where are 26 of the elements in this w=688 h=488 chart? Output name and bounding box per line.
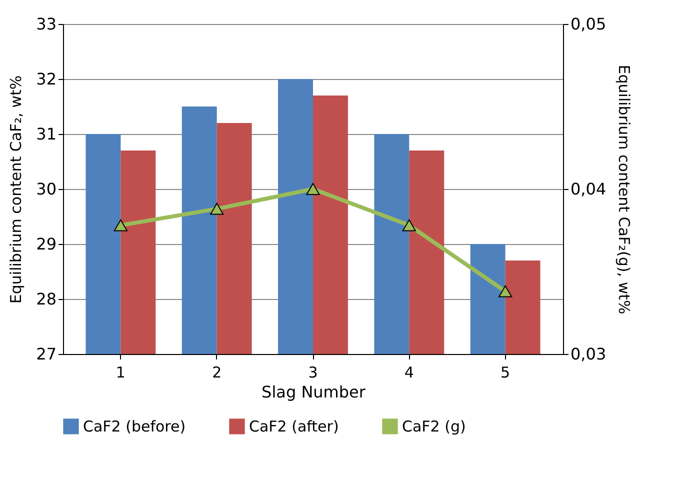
y2-tick-label: 0,05 <box>570 14 606 34</box>
y-tick-label: 32 <box>36 70 56 88</box>
y-tick-label: 30 <box>36 180 56 198</box>
y-tick-label: 29 <box>36 234 56 254</box>
y2-axis-title: Equilibrium content CaF₂(g), wt% <box>615 64 634 314</box>
x-tick-label: 4 <box>404 364 414 382</box>
point <box>114 219 128 232</box>
legend-label: CaF2 (before) <box>83 417 186 436</box>
y-tick-label: 33 <box>36 14 56 34</box>
y-tick-label: 28 <box>36 290 56 308</box>
point <box>498 285 512 298</box>
y2-tick-label: 0,04 <box>570 180 606 198</box>
point <box>306 183 320 195</box>
x-tick-label: 2 <box>212 364 222 382</box>
point <box>402 219 416 232</box>
legend-label: CaF2 (g) <box>402 417 466 436</box>
y-axis-title: Equilibrium content CaF₂, wt% <box>7 75 26 304</box>
legend-label: CaF2 (after) <box>249 417 339 436</box>
y-tick-label: 27 <box>36 344 56 364</box>
x-tick-label: 3 <box>308 364 318 382</box>
point <box>210 202 224 215</box>
x-tick-label: 1 <box>116 364 126 382</box>
x-axis-title: Slag Number <box>262 382 366 402</box>
x-tick-label: 5 <box>500 364 510 382</box>
y-tick-label: 31 <box>36 124 56 144</box>
y2-tick-label: 0,03 <box>570 344 606 364</box>
